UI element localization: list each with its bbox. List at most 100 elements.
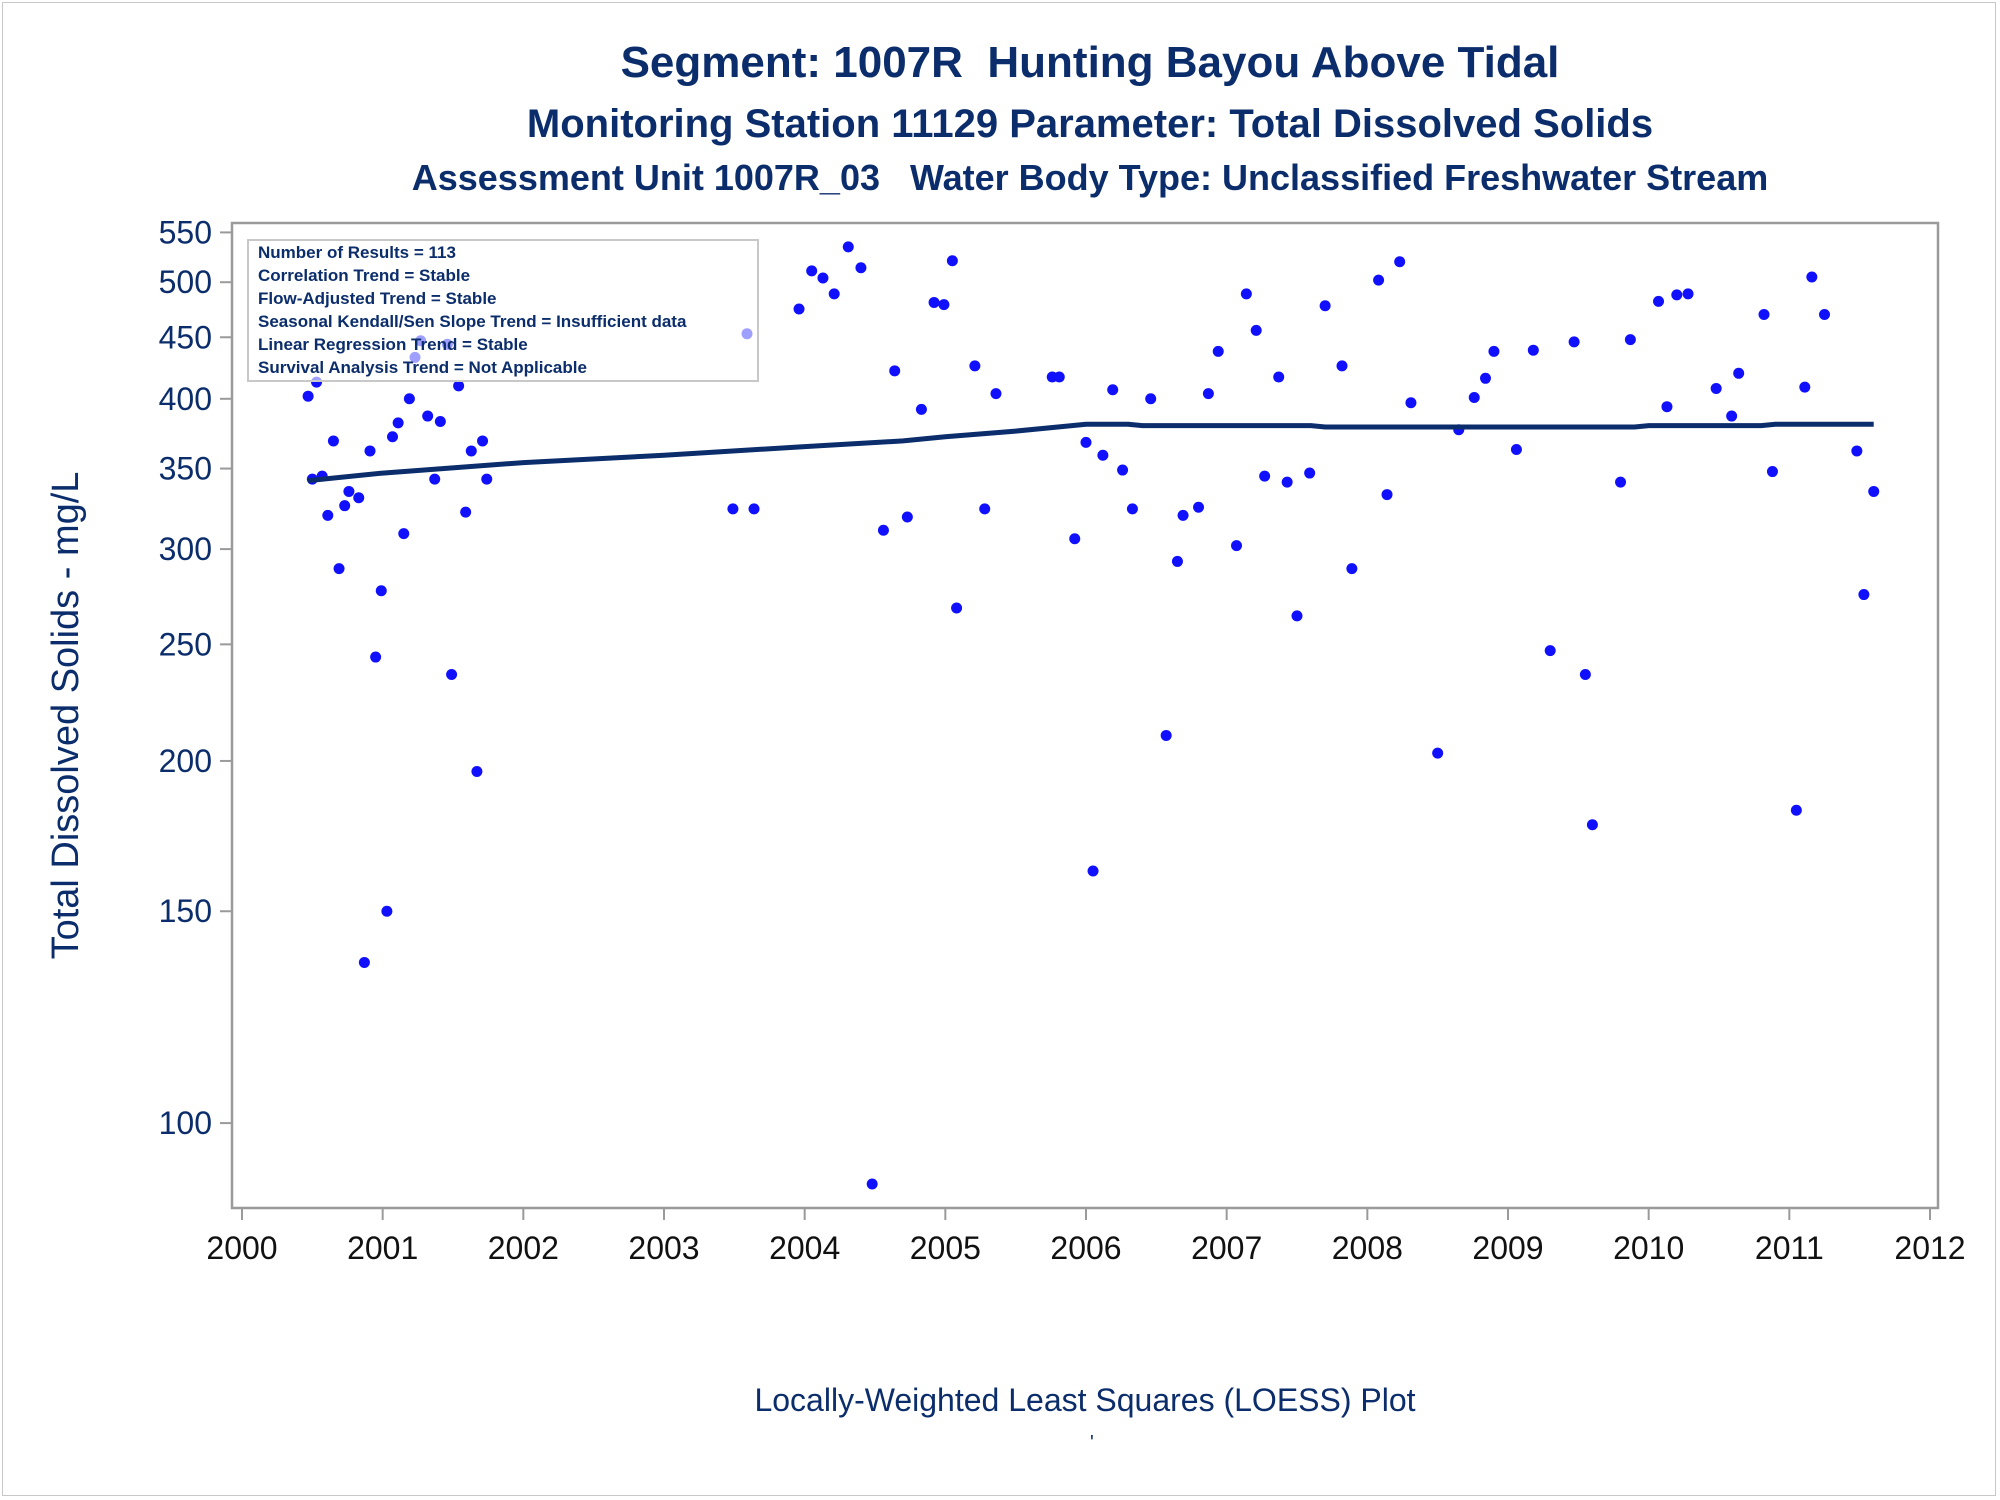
data-point-46 — [928, 296, 940, 308]
data-point-97 — [1653, 295, 1665, 307]
data-point-90 — [1527, 344, 1539, 356]
data-point-11 — [364, 445, 376, 457]
data-point-23 — [434, 415, 446, 427]
data-point-106 — [1790, 804, 1802, 816]
data-point-37 — [817, 272, 829, 284]
data-point-39 — [842, 241, 854, 253]
data-point-28 — [465, 445, 477, 457]
data-point-96 — [1624, 334, 1636, 346]
y-tick-label-100: 100 — [159, 1105, 212, 1141]
data-point-4 — [322, 509, 334, 521]
data-point-63 — [1160, 729, 1172, 741]
data-point-44 — [901, 511, 913, 523]
data-point-6 — [333, 563, 345, 575]
data-point-102 — [1726, 410, 1738, 422]
x-tick-label-2011: 2011 — [1755, 1230, 1824, 1266]
data-point-100 — [1682, 288, 1694, 300]
data-point-9 — [353, 492, 365, 504]
data-point-76 — [1304, 467, 1316, 479]
data-point-31 — [481, 473, 493, 485]
y-tick-label-400: 400 — [159, 381, 212, 417]
data-point-10 — [358, 956, 370, 968]
data-point-12 — [370, 651, 382, 663]
data-point-51 — [979, 503, 991, 515]
legend-entry-4: Linear Regression Trend = Stable — [258, 335, 528, 354]
y-tick-label-500: 500 — [159, 264, 212, 300]
data-point-17 — [398, 528, 410, 540]
data-point-79 — [1346, 563, 1358, 575]
data-point-109 — [1819, 309, 1830, 321]
data-point-66 — [1193, 501, 1205, 513]
loess-line — [307, 421, 1874, 484]
data-point-92 — [1568, 336, 1580, 348]
data-point-42 — [877, 524, 889, 536]
data-point-94 — [1586, 819, 1598, 831]
data-point-60 — [1117, 464, 1129, 476]
data-point-52 — [990, 388, 1002, 400]
data-point-27 — [460, 506, 472, 518]
data-point-110 — [1851, 445, 1863, 457]
data-point-108 — [1806, 271, 1818, 283]
data-point-8 — [343, 485, 355, 497]
x-tick-label-2009: 2009 — [1472, 1230, 1543, 1266]
data-point-67 — [1202, 388, 1214, 400]
data-point-40 — [855, 262, 867, 274]
data-point-73 — [1273, 371, 1285, 383]
data-point-64 — [1171, 555, 1183, 567]
data-point-50 — [969, 360, 981, 372]
legend-entry-5: Survival Analysis Trend = Not Applicable — [258, 358, 587, 377]
data-point-57 — [1087, 865, 1099, 877]
data-point-69 — [1231, 540, 1243, 552]
y-tick-label-350: 350 — [159, 451, 212, 487]
data-point-89 — [1510, 444, 1522, 456]
data-point-38 — [828, 288, 840, 300]
data-point-21 — [422, 410, 434, 422]
data-point-65 — [1177, 509, 1189, 521]
x-tick-label-2012: 2012 — [1894, 1230, 1965, 1266]
data-point-112 — [1868, 485, 1880, 497]
x-tick-label-2010: 2010 — [1613, 1230, 1684, 1266]
data-point-55 — [1069, 533, 1081, 545]
data-point-59 — [1107, 384, 1119, 396]
x-tick-label-2006: 2006 — [1050, 1230, 1121, 1266]
data-point-71 — [1250, 324, 1262, 336]
data-point-43 — [889, 365, 901, 377]
data-point-5 — [327, 435, 339, 447]
data-point-47 — [938, 299, 950, 311]
footnote: Locally-Weighted Least Squares (LOESS) P… — [754, 1382, 1416, 1418]
x-tick-label-2004: 2004 — [769, 1230, 840, 1266]
data-point-86 — [1468, 391, 1480, 403]
data-point-91 — [1544, 645, 1556, 657]
data-point-62 — [1145, 393, 1157, 405]
data-point-29 — [471, 765, 483, 777]
legend-box — [247, 239, 759, 382]
data-point-82 — [1394, 256, 1406, 268]
data-point-103 — [1733, 367, 1745, 379]
data-point-99 — [1671, 289, 1683, 301]
x-tick-label-2007: 2007 — [1191, 1230, 1262, 1266]
data-point-16 — [392, 417, 404, 429]
data-point-87 — [1479, 372, 1491, 384]
legend-entry-0: Number of Results = 113 — [258, 243, 456, 262]
x-tick-label-2001: 2001 — [347, 1230, 418, 1266]
data-point-7 — [339, 500, 351, 512]
x-tick-label-2008: 2008 — [1332, 1230, 1403, 1266]
data-point-32 — [727, 503, 739, 515]
y-tick-label-450: 450 — [159, 319, 212, 355]
data-point-15 — [387, 431, 399, 443]
data-point-70 — [1240, 288, 1252, 300]
data-point-101 — [1710, 382, 1722, 394]
x-tick-label-2000: 2000 — [206, 1230, 277, 1266]
y-tick-label-200: 200 — [159, 743, 212, 779]
data-point-34 — [748, 503, 760, 515]
data-point-93 — [1579, 668, 1591, 680]
data-point-84 — [1432, 747, 1444, 759]
y-axis-label: Total Dissolved Solids - mg/L — [45, 472, 87, 960]
data-point-104 — [1758, 309, 1770, 321]
data-point-74 — [1281, 476, 1293, 488]
data-point-95 — [1615, 476, 1627, 488]
legend-entry-1: Correlation Trend = Stable — [258, 266, 470, 285]
data-point-58 — [1097, 449, 1109, 461]
